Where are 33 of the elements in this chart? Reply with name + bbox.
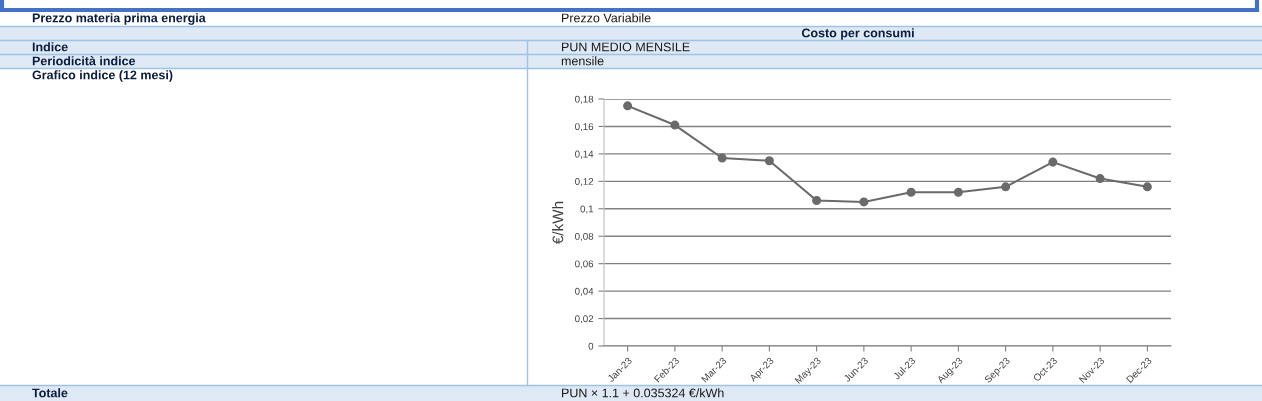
text: Prezzo materia prima energia <box>32 13 206 25</box>
point <box>670 120 680 130</box>
point <box>1048 157 1058 167</box>
y-tick-label: 0,18 <box>575 95 594 104</box>
text: PUN × 1.1 + 0.035324 €/kWh <box>562 388 724 398</box>
y-axis-title: €/kWh <box>552 201 564 245</box>
point <box>953 187 963 197</box>
y-tick-label: 0,02 <box>575 315 594 324</box>
y-tick-label: 0,04 <box>575 287 594 296</box>
point <box>812 196 822 206</box>
point <box>717 153 727 163</box>
point <box>623 101 633 111</box>
point <box>906 187 916 197</box>
text: Indice <box>32 42 68 52</box>
y-tick-label: 0,16 <box>575 123 594 132</box>
text: Totale <box>32 388 68 398</box>
y-tick-label: 0,14 <box>575 150 594 159</box>
point <box>1095 174 1105 184</box>
text: Prezzo Variabile <box>562 13 651 23</box>
text: Grafico indice (12 mesi) <box>32 70 173 82</box>
text: mensile <box>561 56 604 66</box>
text: Periodicità indice <box>32 56 136 66</box>
point <box>859 197 869 207</box>
y-tick-label: 0,08 <box>575 232 594 241</box>
text: Costo per consumi <box>801 28 914 40</box>
y-tick-label: 0,12 <box>575 178 594 187</box>
point <box>764 156 774 166</box>
point <box>1142 182 1152 192</box>
y-tick-label: 0 <box>588 342 594 350</box>
y-tick-label: 0,06 <box>575 260 594 269</box>
point <box>1001 182 1011 192</box>
y-tick-label: 0,1 <box>580 205 594 214</box>
text: PUN MEDIO MENSILE <box>562 42 690 52</box>
